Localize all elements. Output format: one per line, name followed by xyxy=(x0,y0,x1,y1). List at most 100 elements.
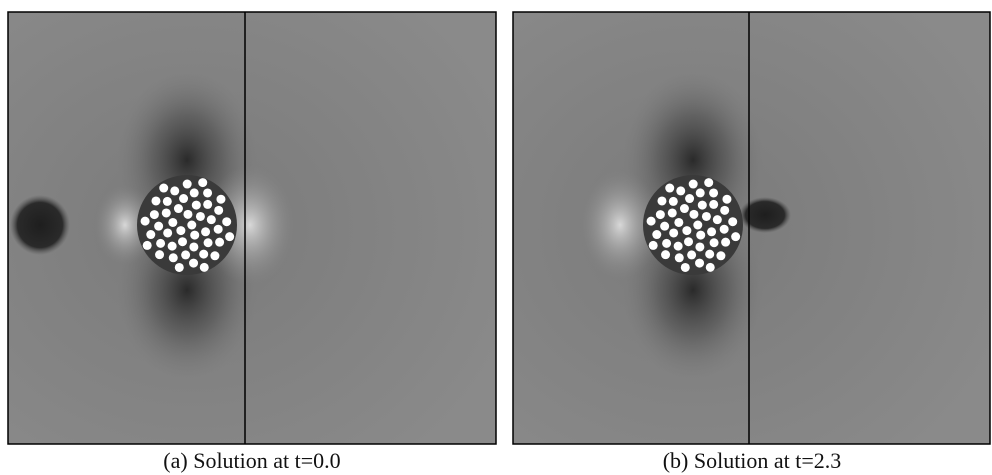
particle xyxy=(689,209,699,219)
particle xyxy=(140,216,150,226)
particle xyxy=(225,232,235,242)
particle xyxy=(149,210,159,220)
particle xyxy=(210,251,220,261)
particle xyxy=(178,237,188,247)
particle xyxy=(673,241,683,251)
particle xyxy=(705,249,715,259)
particle xyxy=(716,251,726,261)
particle xyxy=(661,250,671,260)
particle xyxy=(203,188,213,198)
particle xyxy=(195,211,205,221)
particle xyxy=(719,224,729,234)
particle xyxy=(183,209,193,219)
particle xyxy=(695,242,705,252)
particle xyxy=(187,220,197,230)
particle xyxy=(181,250,191,260)
particle xyxy=(190,230,200,240)
particle xyxy=(203,238,213,248)
particle xyxy=(201,227,211,237)
particle xyxy=(701,211,711,221)
particle xyxy=(728,217,738,227)
particle xyxy=(168,253,178,263)
particle xyxy=(705,262,715,272)
particle xyxy=(151,196,161,206)
particle xyxy=(162,196,172,206)
particle xyxy=(722,194,732,204)
particle xyxy=(720,205,730,215)
particle xyxy=(685,194,695,204)
panel-a-field xyxy=(8,12,496,444)
particle xyxy=(674,253,684,263)
particle xyxy=(707,227,717,237)
particle xyxy=(222,217,232,227)
particle xyxy=(669,228,679,238)
particle xyxy=(161,208,171,218)
panel-caption: (a) Solution at t=0.0 xyxy=(163,448,340,473)
particle xyxy=(688,179,698,189)
particle xyxy=(704,178,714,188)
particle xyxy=(174,262,184,272)
particle xyxy=(693,220,703,230)
particle xyxy=(680,262,690,272)
particle xyxy=(709,238,719,248)
particle xyxy=(662,238,672,248)
particle xyxy=(674,217,684,227)
particle xyxy=(203,199,213,209)
particle xyxy=(163,228,173,238)
particle xyxy=(721,237,731,247)
particle xyxy=(696,230,706,240)
particle xyxy=(668,196,678,206)
particle xyxy=(684,237,694,247)
particle xyxy=(142,240,152,250)
particle xyxy=(679,204,689,214)
particle xyxy=(159,183,169,193)
particle xyxy=(198,178,208,188)
particle xyxy=(709,199,719,209)
particle xyxy=(173,204,183,214)
particle xyxy=(189,188,199,198)
particle xyxy=(216,194,226,204)
particle xyxy=(155,250,165,260)
particle xyxy=(652,230,662,240)
panel-a-frame xyxy=(7,11,497,445)
panel-caption: (b) Solution at t=2.3 xyxy=(663,448,842,473)
particle xyxy=(213,224,223,234)
particle xyxy=(655,210,665,220)
particle xyxy=(189,242,199,252)
particle xyxy=(667,208,677,218)
particle xyxy=(731,232,741,242)
panel-b-frame xyxy=(512,11,991,445)
particle xyxy=(182,179,192,189)
particle xyxy=(146,230,156,240)
particle xyxy=(199,249,209,259)
particle xyxy=(687,250,697,260)
particle xyxy=(682,226,692,236)
particle xyxy=(676,186,686,196)
panel-b-field xyxy=(513,12,990,444)
particle xyxy=(709,188,719,198)
particle xyxy=(648,240,658,250)
particle xyxy=(156,238,166,248)
particle xyxy=(646,216,656,226)
particle xyxy=(712,215,722,225)
particle xyxy=(176,226,186,236)
particle xyxy=(695,258,705,268)
particle xyxy=(660,221,670,231)
particle xyxy=(167,241,177,251)
particle xyxy=(199,262,209,272)
particle xyxy=(657,196,667,206)
particle xyxy=(215,237,225,247)
particle xyxy=(189,258,199,268)
particle xyxy=(697,200,707,210)
particle xyxy=(214,205,224,215)
particle xyxy=(665,183,675,193)
particle xyxy=(191,200,201,210)
particle xyxy=(695,188,705,198)
particle xyxy=(179,194,189,204)
particle xyxy=(206,215,216,225)
particle xyxy=(154,221,164,231)
particle xyxy=(168,217,178,227)
particle xyxy=(170,186,180,196)
